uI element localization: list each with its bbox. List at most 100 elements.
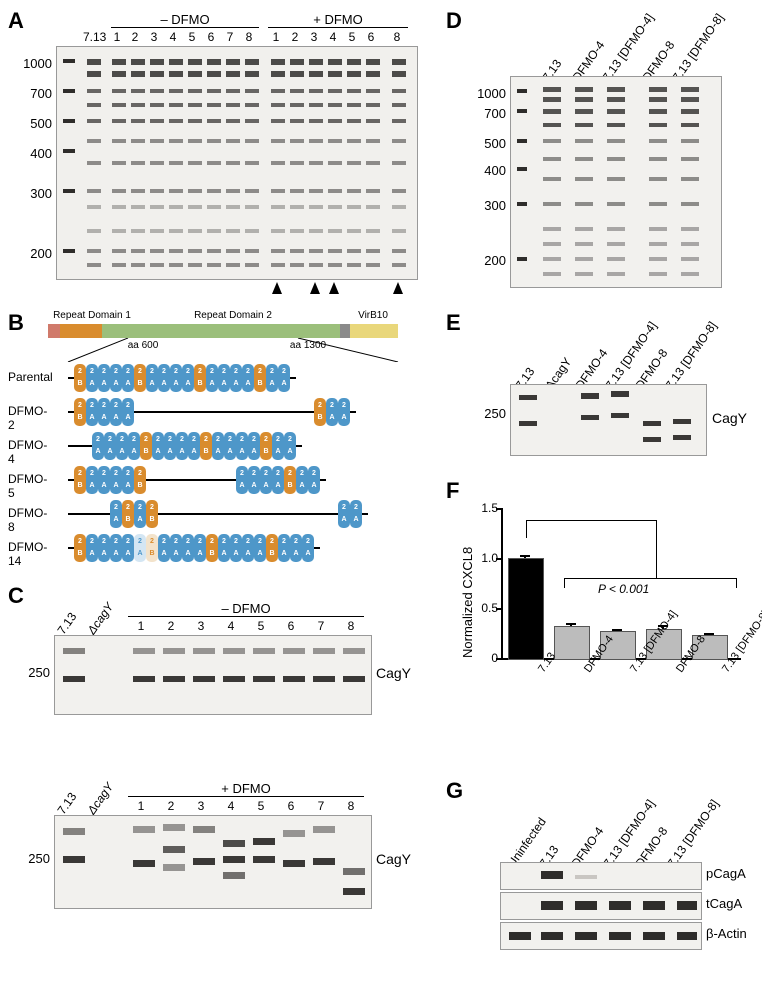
lane-num: 8 [340, 799, 362, 813]
bracket [656, 520, 657, 578]
lane-num: 3 [306, 30, 322, 44]
panel-c-gel-top [54, 635, 372, 715]
blot-header: + DFMO [128, 781, 364, 797]
diag-lane-label: 7.13 [DFMO-8] [663, 319, 720, 392]
domain-caption: Repeat Domain 2 [173, 310, 293, 321]
tick-label: 0.5 [468, 601, 498, 615]
ladder-label: 400 [466, 163, 506, 178]
p-value-label: P < 0.001 [598, 582, 649, 596]
ladder-label: 250 [466, 406, 506, 421]
lane-num: 4 [220, 619, 242, 633]
lane-num: 8 [389, 30, 405, 44]
y-axis [501, 508, 503, 658]
ladder-label: 200 [12, 246, 52, 261]
panel-e-gel [510, 384, 707, 456]
arrow-icon [310, 282, 320, 294]
lane-num: 6 [203, 30, 219, 44]
lane-num: 5 [184, 30, 200, 44]
lane-num: 4 [165, 30, 181, 44]
lane-num: 3 [190, 799, 212, 813]
motif-row: 2B2A2A2A2A2B2A2A2A2A2B2A2A [68, 466, 428, 494]
protein-label: β-Actin [706, 926, 747, 941]
diag-lane-label: ΔcagY [85, 600, 117, 637]
ladder-label: 300 [466, 198, 506, 213]
lane-num: 1 [130, 799, 152, 813]
lane-num: 2 [160, 619, 182, 633]
protein-label: pCagA [706, 866, 746, 881]
diag-lane-label: 7.13 [55, 610, 80, 637]
panel-a-gel-svg [57, 47, 417, 279]
bar [554, 626, 590, 660]
lane-num: 1 [268, 30, 284, 44]
lane-num: 3 [190, 619, 212, 633]
lane-num: 7 [222, 30, 238, 44]
ladder-label: 200 [466, 253, 506, 268]
lane-num: 6 [280, 799, 302, 813]
arrow-icon [329, 282, 339, 294]
motif-row-label: DFMO-14 [8, 540, 47, 568]
panel-a-gel [56, 46, 418, 280]
blot-header: – DFMO [128, 601, 364, 617]
motif-row-label: DFMO-2 [8, 404, 47, 432]
lane-num: 8 [241, 30, 257, 44]
domain-caption: Repeat Domain 1 [52, 310, 132, 321]
panel-c-gel-bottom [54, 815, 372, 909]
lane-label-7-13: 7.13 [83, 30, 105, 44]
lane-num: 4 [220, 799, 242, 813]
panel-b: Repeat Domain 1 Repeat Domain 2 VirB10 a… [8, 310, 428, 570]
ladder-label: 500 [12, 116, 52, 131]
panel-f-chart: Normalized CXCL8 0 0.5 1.0 1.5 P < 0.001… [446, 488, 756, 748]
diag-lane-label: 7.13 [DFMO-8] [670, 11, 727, 84]
panel-d-gel-svg [511, 77, 721, 287]
ladder-label: 700 [12, 86, 52, 101]
ladder-label: 1000 [12, 56, 52, 71]
ladder-label: 400 [12, 146, 52, 161]
bracket [564, 578, 736, 579]
lane-num: 8 [340, 619, 362, 633]
motif-row: 2B2A2A2A2A2B2A2A [68, 398, 428, 426]
protein-label: CagY [712, 410, 747, 426]
ladder-label: 500 [466, 136, 506, 151]
ladder-label: 300 [12, 186, 52, 201]
arrow-icon [393, 282, 403, 294]
tcaga-blot [500, 892, 702, 920]
panel-c: 7.13 ΔcagY – DFMO 1 2 3 4 5 6 7 8 250 Ca… [8, 583, 428, 983]
motif-row: 2A2B2A2B2A2A [68, 500, 428, 528]
lane-num: 6 [280, 619, 302, 633]
lane-num: 1 [130, 619, 152, 633]
bracket [526, 520, 527, 538]
lane-num: 5 [344, 30, 360, 44]
lane-num: 6 [363, 30, 379, 44]
bar [508, 558, 544, 660]
motif-row-label: Parental [8, 370, 53, 384]
lane-num: 5 [250, 619, 272, 633]
motif-row: 2B2A2A2A2A2B2A2A2A2A2B2A2A2A2A2B2A2A [68, 364, 428, 392]
lane-num: 3 [146, 30, 162, 44]
panel-g: Uninfected 7.13 DFMO-4 7.13 [DFMO-4] DFM… [446, 778, 756, 998]
protein-label: CagY [376, 851, 411, 867]
motif-row: 2A2A2A2A2B2A2A2A2A2B2A2A2A2A2B2A2A [68, 432, 428, 460]
actin-blot [500, 922, 702, 950]
motif-row-label: DFMO-4 [8, 438, 47, 466]
panel-a: – DFMO + DFMO 7.13 1 2 3 4 5 6 7 8 1 2 3… [8, 8, 428, 308]
lane-num: 1 [109, 30, 125, 44]
arrow-icon [272, 282, 282, 294]
bracket [526, 520, 656, 521]
diag-lane-label: ΔcagY [85, 780, 117, 817]
tick-label: 0 [468, 651, 498, 665]
ladder-label: 700 [466, 106, 506, 121]
ladder-label: 1000 [466, 86, 506, 101]
lane-num: 7 [310, 619, 332, 633]
lane-num: 2 [160, 799, 182, 813]
protein-label: CagY [376, 665, 411, 681]
pcaga-blot [500, 862, 702, 890]
panel-a-header-minus: – DFMO [111, 12, 259, 28]
ladder-label: 250 [10, 851, 50, 866]
panel-e: 7.13 ΔcagY DFMO-4 7.13 [DFMO-4] DFMO-8 7… [446, 310, 756, 470]
protein-label: tCagA [706, 896, 742, 911]
diag-lane-label: 7.13 [DFMO-8] [665, 797, 722, 870]
panel-d-gel [510, 76, 722, 288]
lane-num: 4 [325, 30, 341, 44]
panel-a-header-plus: + DFMO [268, 12, 408, 28]
panel-d: 7.13 DFMO-4 7.13 [DFMO-4] DFMO-8 7.13 [D… [446, 8, 756, 308]
